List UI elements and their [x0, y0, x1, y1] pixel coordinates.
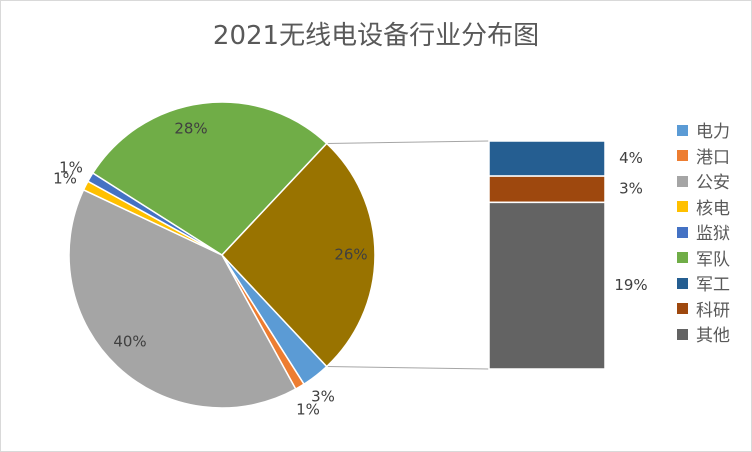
legend-entry: 监狱 [677, 222, 730, 248]
bar-data-label: 19% [614, 276, 647, 294]
legend-swatch [677, 201, 688, 212]
legend-label: 核电 [696, 198, 730, 219]
legend-label: 监狱 [696, 224, 730, 244]
connector-line-top [326, 140, 490, 144]
legend-label: 港口 [696, 147, 730, 168]
data-label: 1% [59, 159, 83, 177]
bar-data-label: 3% [619, 180, 643, 198]
pie-slice [220, 142, 376, 368]
pie [68, 101, 376, 409]
data-label: 40% [113, 333, 146, 351]
legend-swatch [677, 150, 688, 161]
legend-swatch [677, 277, 688, 289]
legend-swatch [677, 303, 688, 314]
pie-slice [91, 101, 328, 256]
legend-entry: 核电 [677, 197, 730, 223]
legend-entry: 军工 [677, 273, 730, 299]
legend-label: 军工 [696, 275, 730, 295]
legend-entry: 科研 [677, 299, 730, 325]
data-label: 26% [334, 246, 367, 264]
legend-swatch [677, 328, 688, 340]
legend-swatch [677, 175, 688, 187]
legend-entry: 军队 [677, 248, 730, 274]
legend-label: 其他 [696, 326, 730, 346]
legend-label: 电力 [696, 122, 730, 142]
legend-label: 科研 [696, 300, 730, 321]
breakout-bar [488, 140, 606, 370]
legend-swatch [677, 252, 688, 263]
data-labels: 3%1%40%1%1%28%26%4%3%19% [53, 120, 648, 419]
bar-segment [488, 201, 606, 370]
legend-entry: 电力 [677, 120, 730, 146]
legend-swatch [677, 226, 688, 238]
legend-entry: 其他 [677, 324, 730, 350]
data-label: 28% [174, 120, 207, 138]
bar-segment [488, 175, 606, 204]
bar-segment [488, 140, 606, 177]
legend-entry: 公安 [677, 171, 730, 197]
chart-title: 2021无线电设备行业分布图 [212, 21, 540, 51]
legend: 电力港口公安核电监狱军队军工科研其他 [677, 120, 730, 350]
pie-slice [68, 188, 297, 409]
connector-lines [326, 140, 490, 370]
legend-label: 公安 [696, 173, 730, 193]
legend-swatch [677, 124, 688, 136]
data-label: 1% [296, 401, 320, 419]
legend-entry: 港口 [677, 146, 730, 172]
legend-label: 军队 [696, 249, 730, 270]
data-label: 1% [53, 170, 77, 188]
data-label: 3% [311, 388, 335, 406]
connector-line-bottom [326, 366, 490, 370]
bar-data-label: 4% [619, 149, 643, 167]
